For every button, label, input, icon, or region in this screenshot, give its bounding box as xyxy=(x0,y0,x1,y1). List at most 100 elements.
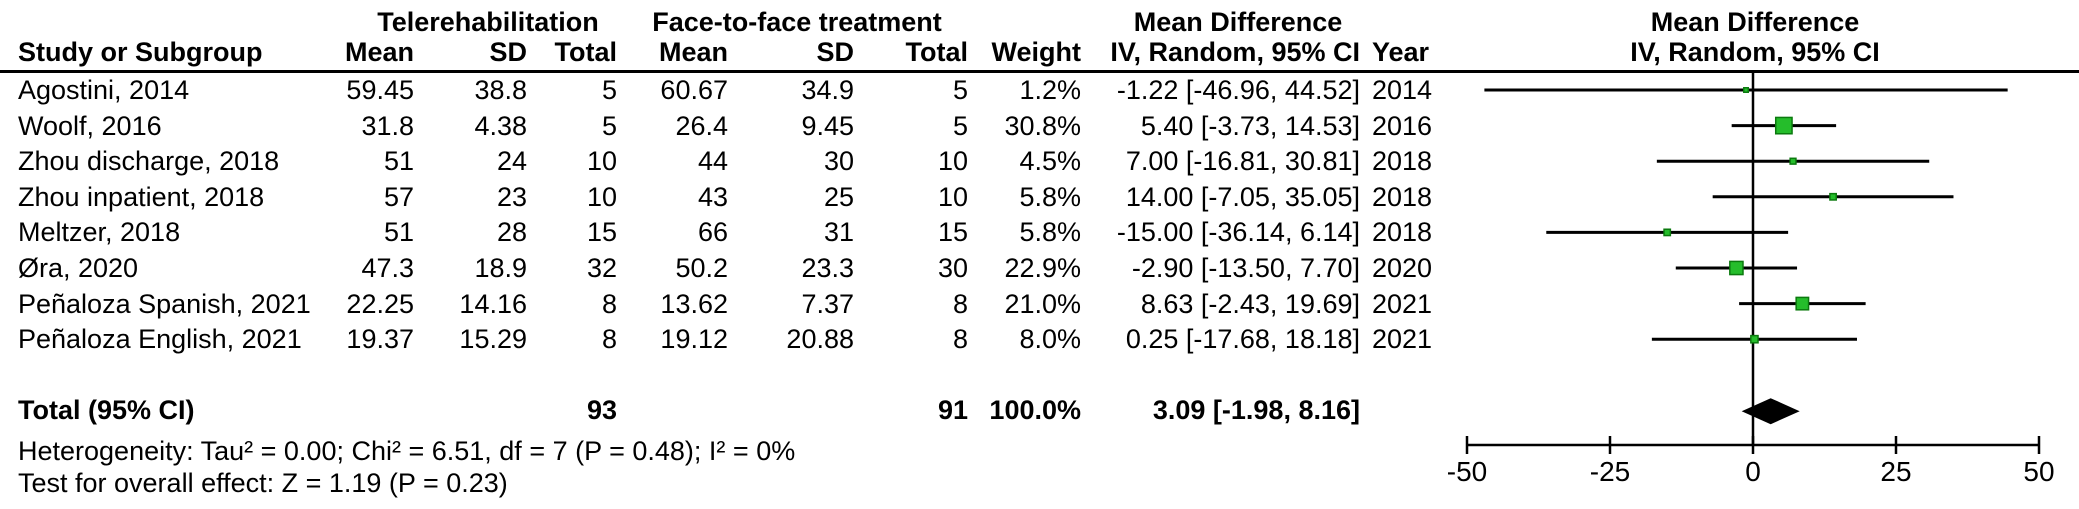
study-name: Agostini, 2014 xyxy=(18,75,190,105)
f2f-total: 8 xyxy=(952,324,968,355)
tele-mean: 57 xyxy=(383,181,414,212)
study-name: Meltzer, 2018 xyxy=(18,217,181,248)
total-tele-n: 93 xyxy=(586,395,617,425)
f2f-mean: 60.67 xyxy=(660,75,728,105)
ci-text: 5.40 [-3.73, 14.53] xyxy=(1140,110,1360,141)
f2f-mean: 13.62 xyxy=(660,288,728,319)
heterogeneity-text: Heterogeneity: Tau² = 0.00; Chi² = 6.51,… xyxy=(18,436,796,466)
tele-sd: 23 xyxy=(496,181,527,212)
year-value: 2021 xyxy=(1372,288,1433,319)
column-header-study: Study or Subgroup xyxy=(18,37,263,67)
ci-text: -1.22 [-46.96, 44.52] xyxy=(1116,75,1360,105)
tele-mean: 19.37 xyxy=(346,324,414,355)
ci-text: 7.00 [-16.81, 30.81] xyxy=(1125,146,1360,177)
f2f-mean: 43 xyxy=(697,181,728,212)
column-header-f2f-total: Total xyxy=(905,37,969,67)
weight-value: 21.0% xyxy=(1004,288,1081,319)
axis-tick-label: -25 xyxy=(1590,456,1630,487)
effect-marker xyxy=(1729,260,1744,276)
f2f-mean: 50.2 xyxy=(675,253,728,283)
ci-text: 8.63 [-2.43, 19.69] xyxy=(1140,288,1360,319)
tele-total: 5 xyxy=(601,110,617,141)
total-weight: 100.0% xyxy=(989,395,1081,425)
study-name: Peñaloza English, 2021 xyxy=(18,324,302,355)
tele-total: 15 xyxy=(586,217,617,248)
tele-total: 10 xyxy=(586,146,617,177)
total-diamond xyxy=(1741,398,1800,425)
f2f-mean: 19.12 xyxy=(660,324,728,355)
weight-value: 5.8% xyxy=(1019,217,1081,248)
year-value: 2014 xyxy=(1372,75,1433,105)
year-value: 2018 xyxy=(1372,181,1433,212)
year-value: 2016 xyxy=(1372,110,1433,141)
tele-total: 8 xyxy=(601,288,617,319)
study-name: Peñaloza Spanish, 2021 xyxy=(18,288,311,319)
column-header-tele-sd: SD xyxy=(489,37,527,67)
weight-value: 1.2% xyxy=(1019,75,1081,105)
f2f-sd: 20.88 xyxy=(786,324,854,355)
axis-tick-label: 50 xyxy=(2023,456,2054,487)
f2f-total: 30 xyxy=(937,253,968,283)
f2f-total: 8 xyxy=(952,288,968,319)
column-header-tele-mean: Mean xyxy=(344,37,414,67)
year-value: 2020 xyxy=(1372,253,1433,283)
effect-marker xyxy=(1743,87,1750,93)
f2f-sd: 7.37 xyxy=(801,288,854,319)
ci-text: 14.00 [-7.05, 35.05] xyxy=(1125,181,1360,212)
effect-marker xyxy=(1789,157,1797,165)
plot-title-mean-difference: Mean Difference xyxy=(1650,7,1860,37)
overall-effect-text: Test for overall effect: Z = 1.19 (P = 0… xyxy=(18,468,508,498)
tele-total: 10 xyxy=(586,181,617,212)
header-separator-line xyxy=(0,70,2079,73)
ci-text: -15.00 [-36.14, 6.14] xyxy=(1116,217,1360,248)
total-f2f-n: 91 xyxy=(937,395,968,425)
tele-total: 8 xyxy=(601,324,617,355)
tele-mean: 59.45 xyxy=(346,75,414,105)
tele-mean: 31.8 xyxy=(361,110,414,141)
tele-sd: 15.29 xyxy=(459,324,527,355)
year-value: 2018 xyxy=(1372,146,1433,177)
f2f-total: 15 xyxy=(937,217,968,248)
study-name: Øra, 2020 xyxy=(18,253,139,283)
tele-mean: 51 xyxy=(383,217,414,248)
effect-marker xyxy=(1750,334,1759,344)
column-header-year: Year xyxy=(1372,37,1430,67)
tele-mean: 47.3 xyxy=(361,253,414,283)
f2f-sd: 31 xyxy=(823,217,854,248)
group-header-face-to-face: Face-to-face treatment xyxy=(652,7,942,37)
tele-sd: 38.8 xyxy=(474,75,527,105)
column-header-f2f-sd: SD xyxy=(816,37,854,67)
tele-mean: 22.25 xyxy=(346,288,414,319)
study-name: Woolf, 2016 xyxy=(18,110,162,141)
effect-marker xyxy=(1774,116,1793,135)
tele-sd: 28 xyxy=(496,217,527,248)
axis-tick-label: 0 xyxy=(1745,456,1761,487)
axis-tick-label: 25 xyxy=(1880,456,1911,487)
f2f-sd: 34.9 xyxy=(801,75,854,105)
f2f-total: 5 xyxy=(952,75,968,105)
tele-total: 5 xyxy=(601,75,617,105)
f2f-mean: 66 xyxy=(697,217,728,248)
axis-tick-label: -50 xyxy=(1447,456,1487,487)
total-label: Total (95% CI) xyxy=(18,395,195,425)
f2f-sd: 23.3 xyxy=(801,253,854,283)
f2f-sd: 9.45 xyxy=(801,110,854,141)
effect-marker xyxy=(1829,192,1837,201)
column-header-ci: IV, Random, 95% CI xyxy=(1110,37,1360,67)
f2f-mean: 26.4 xyxy=(675,110,728,141)
plot-subtitle-ci: IV, Random, 95% CI xyxy=(1630,37,1880,67)
f2f-sd: 25 xyxy=(823,181,854,212)
weight-value: 8.0% xyxy=(1019,324,1081,355)
effect-marker xyxy=(1663,228,1672,237)
tele-mean: 51 xyxy=(383,146,414,177)
group-header-telerehabilitation: Telerehabilitation xyxy=(377,7,599,37)
study-name: Zhou discharge, 2018 xyxy=(18,146,280,177)
weight-value: 22.9% xyxy=(1004,253,1081,283)
weight-value: 4.5% xyxy=(1019,146,1081,177)
tele-sd: 18.9 xyxy=(474,253,527,283)
total-ci: 3.09 [-1.98, 8.16] xyxy=(1152,395,1360,425)
tele-total: 32 xyxy=(586,253,617,283)
weight-value: 30.8% xyxy=(1004,110,1081,141)
ci-text: -2.90 [-13.50, 7.70] xyxy=(1131,253,1360,283)
